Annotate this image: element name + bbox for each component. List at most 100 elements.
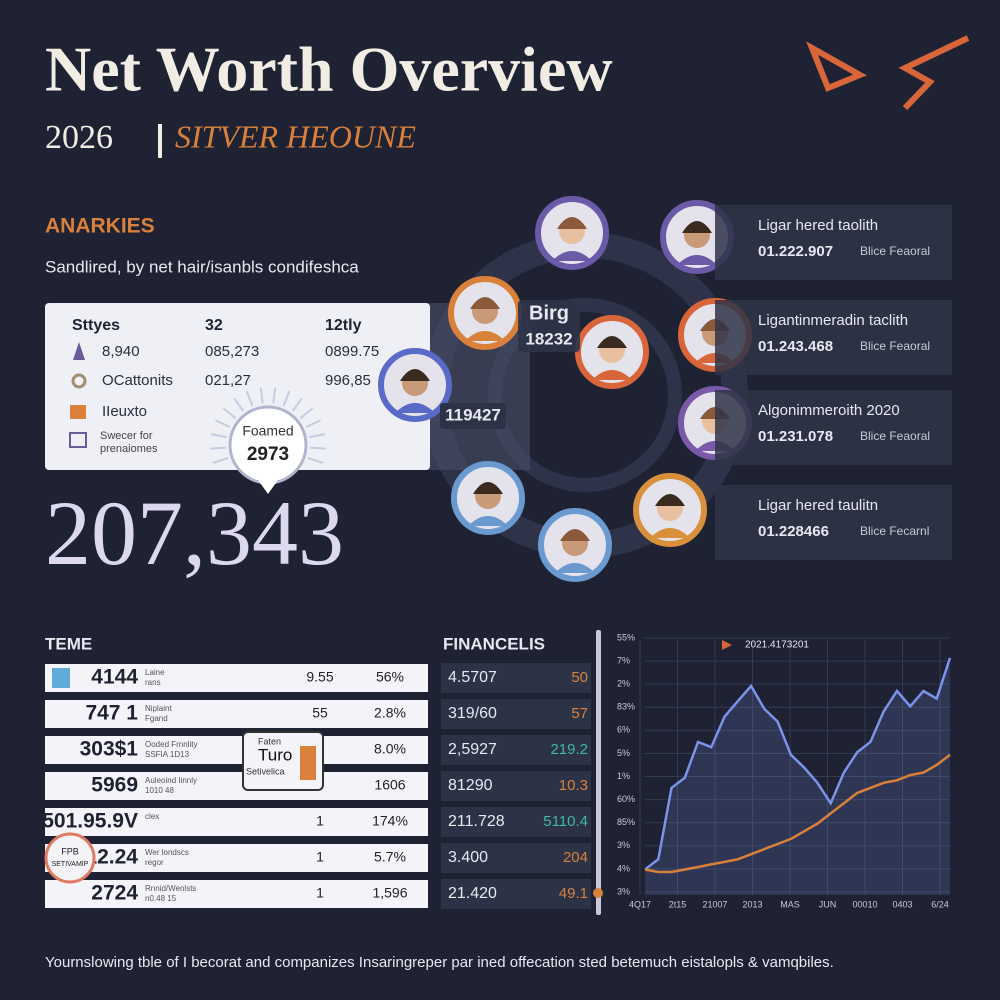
card-header: 12tly bbox=[325, 317, 362, 334]
fin-row bbox=[441, 663, 591, 693]
fin-value: 2,5927 bbox=[448, 741, 497, 758]
card-header: 32 bbox=[205, 317, 223, 334]
avatar-hair bbox=[400, 369, 430, 381]
person-name: Ligar hered taulitn bbox=[758, 497, 878, 514]
fin-change: 49.1 bbox=[559, 885, 588, 902]
arrow-decor bbox=[898, 35, 970, 111]
avatar-hair bbox=[473, 482, 503, 494]
avatar-body bbox=[465, 331, 505, 341]
row-value: 7501.95.9V bbox=[31, 810, 138, 833]
row-desc: Wer londscs bbox=[145, 848, 189, 857]
avatar-body bbox=[552, 251, 592, 261]
card-note: prenaiomes bbox=[100, 443, 158, 455]
section-heading: FINANCELIS bbox=[443, 634, 545, 653]
row-desc: clex bbox=[145, 812, 159, 821]
x-tick-label: 2013 bbox=[742, 899, 762, 909]
callout-text: Turo bbox=[258, 745, 292, 764]
avatar-body bbox=[650, 528, 690, 538]
person-panel bbox=[715, 205, 952, 280]
x-tick-label: 6/24 bbox=[931, 899, 949, 909]
person-value: 01.231.078 bbox=[758, 428, 833, 445]
row-pct: 2.8% bbox=[374, 705, 406, 721]
fin-value: 319/60 bbox=[448, 705, 497, 722]
divider bbox=[158, 124, 162, 158]
fin-change: 50 bbox=[571, 669, 588, 686]
sunburst-ray bbox=[282, 390, 291, 407]
card-cell: 996,85 bbox=[325, 372, 371, 389]
person-name: Algonimmeroith 2020 bbox=[758, 402, 900, 419]
row-value: 4144 bbox=[91, 666, 138, 689]
sunburst-ray bbox=[222, 407, 237, 419]
table-row bbox=[45, 700, 428, 728]
row-value: 5969 bbox=[91, 774, 138, 797]
callout-pointer bbox=[258, 480, 278, 494]
avatar-body bbox=[592, 370, 632, 380]
line bbox=[644, 657, 952, 871]
person-value: 01.222.907 bbox=[758, 243, 833, 260]
total: 207,343 bbox=[45, 482, 344, 584]
y-tick-label: 5% bbox=[617, 748, 630, 758]
x-tick-label: 2t15 bbox=[669, 899, 687, 909]
row-desc: Ooded Frnnlity bbox=[145, 740, 197, 749]
x-tick-label: 0403 bbox=[892, 899, 912, 909]
sunburst-ray bbox=[210, 433, 227, 439]
card-header: Sttyes bbox=[72, 317, 120, 334]
title: Net Worth Overview bbox=[45, 34, 613, 105]
row-value: 2724 bbox=[91, 882, 138, 905]
icon bbox=[70, 405, 86, 419]
y-tick-label: 3% bbox=[617, 840, 630, 850]
row-pct: 8.0% bbox=[374, 741, 406, 757]
row-desc: Rnnid/Wenlsts bbox=[145, 884, 196, 893]
sunburst-ray bbox=[245, 390, 254, 407]
callout-label: Foamed bbox=[242, 423, 293, 439]
fin-row bbox=[441, 807, 591, 837]
footer: Yournslowing tble of I becorat and compa… bbox=[45, 954, 834, 971]
slider bbox=[596, 630, 601, 915]
fin-row bbox=[441, 735, 591, 765]
y-tick-label: 60% bbox=[617, 794, 635, 804]
sunburst-ray bbox=[210, 446, 227, 450]
sunburst-ray bbox=[309, 446, 326, 450]
person-value: 01.243.468 bbox=[758, 338, 833, 355]
table-row bbox=[45, 844, 428, 872]
table-row bbox=[45, 736, 428, 764]
fin-change: 219.2 bbox=[550, 741, 588, 758]
table-row bbox=[45, 808, 428, 836]
sunburst-ray bbox=[309, 433, 326, 439]
year: 2026 bbox=[45, 119, 113, 156]
y-tick-label: 55% bbox=[617, 632, 635, 642]
person-note: Blice Feaoral bbox=[860, 244, 930, 258]
fin-value: 4.5707 bbox=[448, 669, 497, 686]
sunburst-ray bbox=[272, 387, 277, 404]
area bbox=[645, 657, 950, 895]
table-row bbox=[45, 772, 428, 800]
callout-cup bbox=[300, 746, 316, 780]
card-note: Swecer for bbox=[100, 430, 153, 442]
row-desc: Auleoind Iinnly bbox=[145, 776, 197, 785]
y-tick-label: 85% bbox=[617, 817, 635, 827]
row-value: 747 1 bbox=[85, 702, 138, 725]
row-desc: 1010 48 bbox=[145, 786, 174, 795]
fin-value: 211.728 bbox=[448, 813, 505, 830]
person-panel bbox=[715, 390, 952, 465]
legend: 2021.4173201 bbox=[745, 640, 809, 651]
fin-change: 57 bbox=[571, 705, 588, 722]
avatar-hair bbox=[682, 221, 712, 233]
row-desc: rans bbox=[145, 678, 161, 687]
sunburst-ray bbox=[215, 419, 231, 429]
sunburst-ray bbox=[299, 407, 314, 419]
table-row bbox=[45, 880, 428, 908]
line bbox=[644, 753, 951, 874]
intro-text: Sandlired, by net hair/isanbls condifesh… bbox=[45, 257, 359, 276]
avatar-hair bbox=[655, 494, 685, 506]
x-tick-label: MAS bbox=[780, 899, 800, 909]
row-desc: Fgand bbox=[145, 714, 168, 723]
badge-text: FPB bbox=[61, 846, 79, 856]
row-desc: regor bbox=[145, 858, 164, 867]
avatar-hair bbox=[557, 217, 587, 229]
x-tick-label: 4Q17 bbox=[629, 899, 651, 909]
tag-value: 119427 bbox=[445, 405, 501, 424]
sunburst-ray bbox=[307, 457, 324, 464]
card-cell: 0899.75 bbox=[325, 343, 379, 360]
icon bbox=[69, 432, 87, 448]
